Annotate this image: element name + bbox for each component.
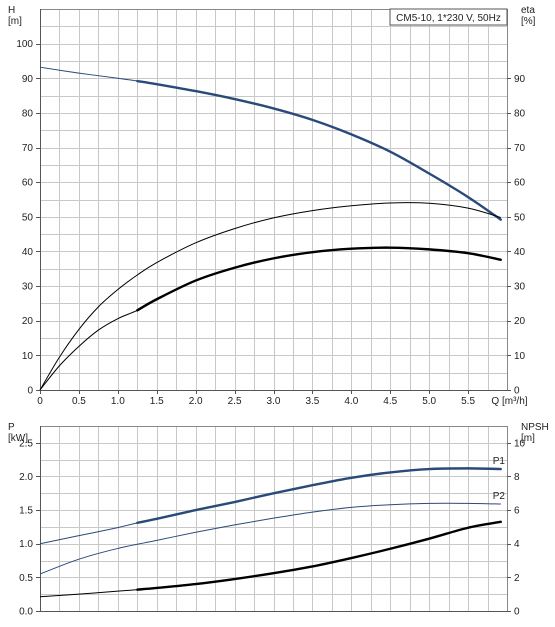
y-left-tick-label: 80 (22, 108, 34, 119)
x-tick-label: 2.0 (189, 396, 203, 407)
series-line-duty-p1 (136, 467, 502, 525)
x-tick-label: 1.5 (150, 396, 164, 407)
y-left-tick-label: 60 (22, 178, 34, 189)
x-tick-label: 4.5 (383, 396, 397, 407)
y-right-tick-label: 0 (514, 607, 520, 618)
y-right-axis-label: eta (521, 5, 535, 16)
y-left-tick-label: 50 (22, 212, 34, 223)
y-right-tick-label: 30 (514, 282, 526, 293)
y-right-tick-label: 50 (514, 212, 526, 223)
series-line-eta-lower- (39, 247, 501, 391)
y-right-tick-label: 8 (514, 472, 520, 483)
y-left-tick-label: 20 (22, 316, 34, 327)
y-right-tick-label: 2 (514, 573, 520, 584)
x-tick-label: 0.5 (72, 396, 86, 407)
y-right-tick-label: 60 (514, 178, 526, 189)
y-left-axis-unit: [m] (8, 16, 22, 27)
y-left-axis-unit: [kW] (8, 433, 28, 444)
y-left-axis-label: P (8, 422, 15, 433)
legend-box-text: CM5-10, 1*230 V, 50Hz (396, 13, 501, 24)
x-tick-label: 1.0 (111, 396, 125, 407)
series-line-duty-npsh (136, 520, 502, 591)
y-left-tick-label: 2.0 (19, 472, 33, 483)
y-right-axis-unit: [%] (521, 16, 536, 27)
series-label-p1: P1 (493, 456, 506, 467)
y-right-tick-label: 20 (514, 316, 526, 327)
y-left-tick-label: 1.5 (19, 506, 33, 517)
y-left-tick-label: 10 (22, 351, 34, 362)
y-right-tick-label: 4 (514, 539, 520, 550)
x-tick-label: 5.0 (422, 396, 436, 407)
y-left-axis-label: H (8, 5, 15, 16)
series-line-npsh (39, 521, 501, 598)
x-tick-label: 0 (37, 396, 43, 407)
x-tick-label: 4.0 (344, 396, 358, 407)
y-left-tick-label: 40 (22, 247, 34, 258)
series-label-p2: P2 (493, 491, 506, 502)
y-left-tick-label: 0.0 (19, 607, 33, 618)
x-axis-label: Q [m³/h] (491, 396, 527, 407)
x-tick-label: 2.5 (228, 396, 242, 407)
series-line-p1 (39, 467, 501, 545)
y-right-tick-label: 40 (514, 247, 526, 258)
y-left-tick-label: 0 (27, 386, 33, 397)
x-tick-label: 5.5 (461, 396, 475, 407)
series-line-eta-upper- (39, 202, 501, 391)
y-left-tick-label: 1.0 (19, 539, 33, 550)
y-left-tick-label: 70 (22, 143, 34, 154)
x-tick-label: 3.0 (267, 396, 281, 407)
series-line-h (39, 66, 502, 221)
y-right-tick-label: 80 (514, 108, 526, 119)
series-line-p2 (39, 502, 501, 575)
legend-box-frame (389, 8, 508, 26)
power-npsh-panel: 0.0 0.5 1.0 1.5 2.0 2.5 0 2 4 6 8 10 P[kW] NPSH[m] P1 P… (8, 422, 549, 618)
y-right-tick-label: 10 (514, 438, 526, 449)
series-line-duty-h (136, 79, 502, 221)
y-right-axis-label: NPSH (521, 422, 549, 433)
y-left-tick-label: 30 (22, 282, 34, 293)
y-left-tick-label: 90 (22, 74, 34, 85)
y-right-tick-label: 10 (514, 351, 526, 362)
legend-box: CM5-10, 1*230 V, 50Hz (389, 8, 508, 26)
series-line-duty-eta-lower- (136, 246, 502, 312)
y-right-tick-label: 6 (514, 506, 520, 517)
y-right-tick-label: 70 (514, 143, 526, 154)
y-right-axis-unit: [m] (521, 433, 535, 444)
head-efficiency-panel: 0 10 20 30 40 50 60 70 80 90 100 0 10 20 30 40 50 60 70 80 9… (8, 5, 536, 407)
y-left-tick-label: 100 (16, 39, 33, 50)
y-right-tick-label: 0 (514, 386, 520, 397)
y-left-tick-label: 0.5 (19, 573, 33, 584)
y-left-tick-label: 2.5 (19, 438, 33, 449)
y-right-tick-label: 90 (514, 74, 526, 85)
x-tick-label: 3.5 (305, 396, 319, 407)
